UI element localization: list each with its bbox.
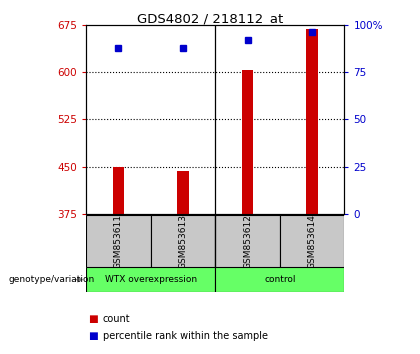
Bar [306,29,318,214]
Text: ■: ■ [88,314,98,324]
Bar [242,70,253,214]
Text: GSM853614: GSM853614 [307,213,317,269]
Text: GSM853611: GSM853611 [114,213,123,269]
Text: count: count [103,314,131,324]
Bar [86,267,215,292]
Text: control: control [264,275,296,284]
Text: WTX overexpression: WTX overexpression [105,275,197,284]
Bar [177,171,189,214]
Text: percentile rank within the sample: percentile rank within the sample [103,331,268,341]
Bar [113,167,124,214]
Bar [215,267,344,292]
Text: ■: ■ [88,331,98,341]
Text: GSM853612: GSM853612 [243,213,252,269]
Text: genotype/variation: genotype/variation [8,275,95,284]
Text: GSM853613: GSM853613 [178,213,187,269]
Bar [215,215,280,267]
Text: GDS4802 / 218112_at: GDS4802 / 218112_at [137,12,283,25]
Bar [86,215,151,267]
Bar [151,215,215,267]
Bar [280,215,344,267]
